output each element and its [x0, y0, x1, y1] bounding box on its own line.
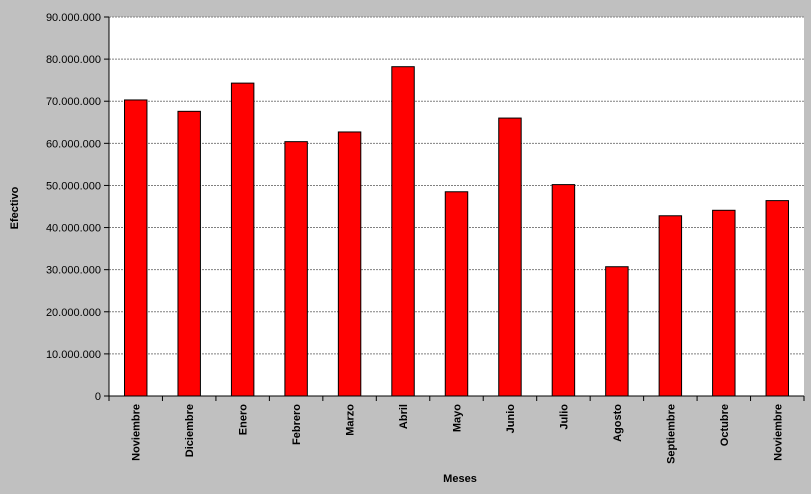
- x-tick-label: Junio: [505, 404, 517, 434]
- y-tick-label: 60.000.000: [46, 138, 101, 150]
- bar-noviembre: [765, 200, 789, 397]
- x-tick-label: Enero: [238, 404, 250, 435]
- bar-junio: [498, 117, 522, 397]
- y-tick-label: 20.000.000: [46, 307, 101, 319]
- x-tick-label: Noviembre: [772, 404, 784, 461]
- x-tick-label: Abril: [398, 404, 410, 429]
- y-tick-label: 90.000.000: [46, 12, 101, 24]
- bar-noviembre: [124, 99, 148, 397]
- bar-julio: [551, 184, 576, 397]
- bar-abril: [391, 66, 415, 397]
- x-tick-label: Marzo: [345, 404, 357, 436]
- x-tick-label: Febrero: [291, 404, 303, 445]
- y-tick-label: 30.000.000: [46, 265, 101, 277]
- bar-agosto: [605, 266, 629, 397]
- x-tick-label: Septiembre: [665, 404, 677, 464]
- bar-marzo: [337, 131, 362, 397]
- x-tick-label: Octubre: [719, 404, 731, 446]
- bar-febrero: [284, 141, 308, 397]
- x-tick-label: Julio: [558, 404, 570, 430]
- y-axis-label: Efectivo: [9, 186, 21, 229]
- y-tick-label: 40.000.000: [46, 223, 101, 235]
- x-tick-label: Agosto: [612, 404, 624, 442]
- y-tick-label: 50.000.000: [46, 180, 101, 192]
- y-tick-label: 80.000.000: [46, 54, 101, 66]
- bar-octubre: [712, 209, 736, 397]
- bar-diciembre: [177, 110, 201, 397]
- bar-enero: [230, 82, 255, 397]
- bar-mayo: [444, 191, 469, 397]
- y-tick-label: 70.000.000: [46, 96, 101, 108]
- x-tick-label: Noviembre: [131, 404, 143, 461]
- y-tick-label: 10.000.000: [46, 349, 101, 361]
- x-axis-label: Meses: [443, 473, 477, 485]
- y-tick-label: 0: [95, 391, 101, 403]
- bar-septiembre: [658, 215, 683, 397]
- x-tick-label: Mayo: [452, 404, 464, 432]
- x-tick-label: Diciembre: [184, 404, 196, 457]
